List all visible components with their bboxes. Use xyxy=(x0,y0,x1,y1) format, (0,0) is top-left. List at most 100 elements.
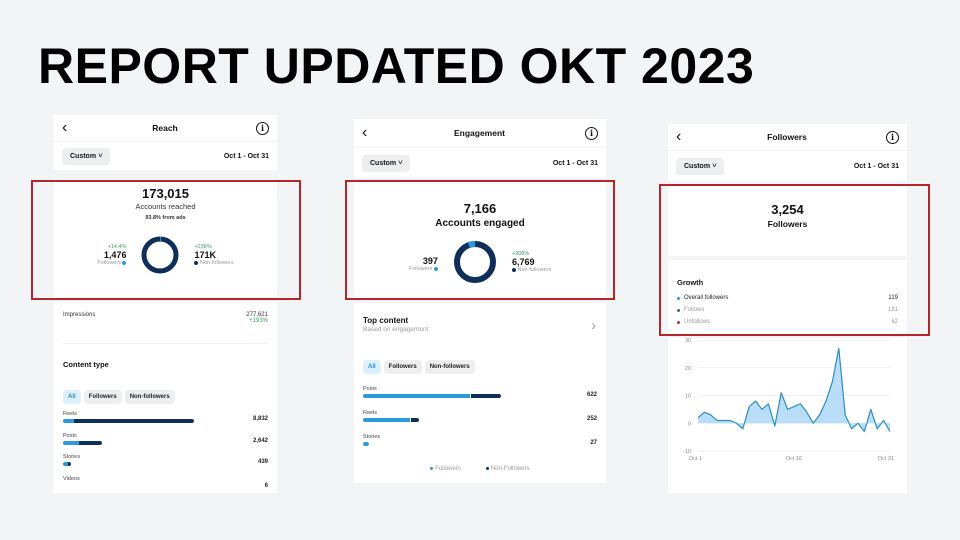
top-content-bar-posts: Posts 622 xyxy=(363,386,597,398)
info-icon[interactable]: i xyxy=(584,126,598,140)
bar-value: 8,832 xyxy=(252,416,268,422)
top-content-bar-reels: Reels 252 xyxy=(363,410,597,422)
impressions-change: +193% xyxy=(249,318,268,324)
non-followers-dot-icon xyxy=(511,267,516,272)
engagement-header: ‹ Engagement i xyxy=(354,119,606,147)
non-followers-change: +908% xyxy=(511,251,530,257)
legend-non-followers: Non-Followers xyxy=(490,466,530,472)
filter-non-followers-tab[interactable]: Non-followers xyxy=(124,390,175,404)
info-icon[interactable]: i xyxy=(255,121,269,135)
bar-label: Stories xyxy=(63,454,81,460)
bar-value: 2,642 xyxy=(252,438,268,444)
accounts-engaged-label: Accounts engaged xyxy=(435,218,525,229)
legend-non-followers-dot-icon xyxy=(486,466,490,470)
unfollows-dot-icon xyxy=(677,320,680,324)
followers-filter-bar: Custom v Oct 1 - Oct 31 xyxy=(668,151,907,181)
chevron-right-icon[interactable]: › xyxy=(591,317,596,333)
accounts-reached-label: Accounts reached xyxy=(135,202,196,211)
custom-filter-label: Custom xyxy=(70,152,97,160)
reach-followers-stat: +14.4% 1,476 Followers xyxy=(97,244,127,266)
svg-text:Oct 1: Oct 1 xyxy=(689,456,702,462)
info-icon[interactable]: i xyxy=(886,130,899,144)
reach-header: ‹ Reach i xyxy=(54,115,277,141)
highlight-box-followers xyxy=(659,184,930,336)
growth-label: Overall followers xyxy=(684,295,729,301)
back-icon[interactable]: ‹ xyxy=(62,119,68,136)
filter-all-tab[interactable]: All xyxy=(363,360,381,374)
impressions-value-block: 277,621 +193% xyxy=(246,312,268,324)
divider xyxy=(63,343,268,344)
engagement-donut-chart xyxy=(453,241,496,283)
reach-donut-chart xyxy=(141,236,179,274)
engagement-donut-row: 397 Followers +908% 6,769 Non-followers xyxy=(354,239,606,285)
content-type-title: Content type xyxy=(63,360,109,369)
followers-dot-icon xyxy=(433,266,438,271)
date-range: Oct 1 - Oct 31 xyxy=(223,152,269,160)
svg-text:10: 10 xyxy=(685,394,691,400)
highlight-box-reach xyxy=(31,180,301,300)
legend-followers: Followers xyxy=(435,466,461,472)
filter-followers-tab[interactable]: Followers xyxy=(383,360,422,374)
content-bar-posts: Posts 2,642 xyxy=(63,433,268,445)
followers-value: 1,476 xyxy=(103,250,127,260)
followers-change: +14.4% xyxy=(107,244,127,250)
followers-label: Followers xyxy=(97,260,121,266)
filter-followers-tab[interactable]: Followers xyxy=(83,390,122,404)
impressions-label: Impressions xyxy=(63,312,96,318)
non-followers-change: +236% xyxy=(194,244,212,250)
ads-note: 93.8% from ads xyxy=(145,215,186,221)
follows-dot-icon xyxy=(677,308,680,312)
filter-non-followers-tab[interactable]: Non-followers xyxy=(424,360,475,374)
custom-filter-label: Custom xyxy=(370,159,397,167)
accounts-engaged-value: 7,166 xyxy=(463,201,497,216)
filter-all-tab[interactable]: All xyxy=(63,390,81,404)
followers-label: Followers xyxy=(408,266,433,272)
overall-dot-icon xyxy=(677,296,680,300)
engagement-non-followers-stat: +908% 6,769 Non-followers xyxy=(511,251,551,273)
chevron-down-icon: v xyxy=(398,160,403,166)
top-content-subtitle: Based on engagement xyxy=(363,326,429,333)
growth-row-unfollows: Unfollows 62 xyxy=(668,316,907,328)
highlight-box-engagement xyxy=(345,180,615,300)
followers-header: ‹ Followers i xyxy=(668,124,907,150)
svg-text:20: 20 xyxy=(685,366,691,372)
bar-label: Reels xyxy=(363,410,378,416)
bar-label: Posts xyxy=(363,386,377,392)
content-bar-reels: Reels 8,832 xyxy=(63,411,268,423)
content-bar-stories: Stories 439 xyxy=(63,454,268,466)
back-icon[interactable]: ‹ xyxy=(676,128,682,145)
custom-filter-button[interactable]: Custom v xyxy=(362,154,411,172)
custom-filter-label: Custom xyxy=(684,162,711,170)
bar-label: Videos xyxy=(63,476,80,482)
date-range: Oct 1 - Oct 31 xyxy=(853,162,899,170)
growth-label: Follows xyxy=(684,307,705,313)
bar-value: 622 xyxy=(586,392,597,398)
engagement-summary: 7,166 Accounts engaged 397 Followers +90… xyxy=(354,183,606,297)
back-icon[interactable]: ‹ xyxy=(362,124,368,141)
top-content-link[interactable]: Top content Based on engagement xyxy=(363,316,428,333)
non-followers-dot-icon xyxy=(194,260,199,265)
reach-filter-bar: Custom v Oct 1 - Oct 31 xyxy=(54,142,277,170)
followers-title: Followers xyxy=(767,132,807,142)
engagement-filter-bar: Custom v Oct 1 - Oct 31 xyxy=(354,148,606,178)
impressions-value: 277,621 xyxy=(246,312,268,318)
accounts-reached-value: 173,015 xyxy=(142,186,189,201)
growth-label: Unfollows xyxy=(684,319,711,325)
date-range: Oct 1 - Oct 31 xyxy=(552,159,598,167)
custom-filter-button[interactable]: Custom v xyxy=(62,147,111,165)
followers-value: 397 xyxy=(422,256,438,266)
reach-non-followers-stat: +236% 171K Non-followers xyxy=(194,244,234,266)
top-content-filters: All Followers Non-followers xyxy=(363,355,478,374)
reach-donut-row: +14.4% 1,476 Followers +236% 171K Non-fo… xyxy=(54,235,277,275)
svg-text:30: 30 xyxy=(685,338,691,344)
followers-total-value: 3,254 xyxy=(771,202,804,217)
followers-total-label: Followers xyxy=(767,219,808,229)
bar-value: 27 xyxy=(590,440,597,446)
non-followers-label: Non-followers xyxy=(199,260,234,266)
engagement-panel: ‹ Engagement i Custom v Oct 1 - Oct 31 7,… xyxy=(354,119,606,483)
top-content-title: Top content xyxy=(363,316,409,325)
bar-label: Reels xyxy=(63,411,78,417)
custom-filter-button[interactable]: Custom v xyxy=(676,157,725,175)
legend-followers-dot-icon xyxy=(430,466,434,470)
